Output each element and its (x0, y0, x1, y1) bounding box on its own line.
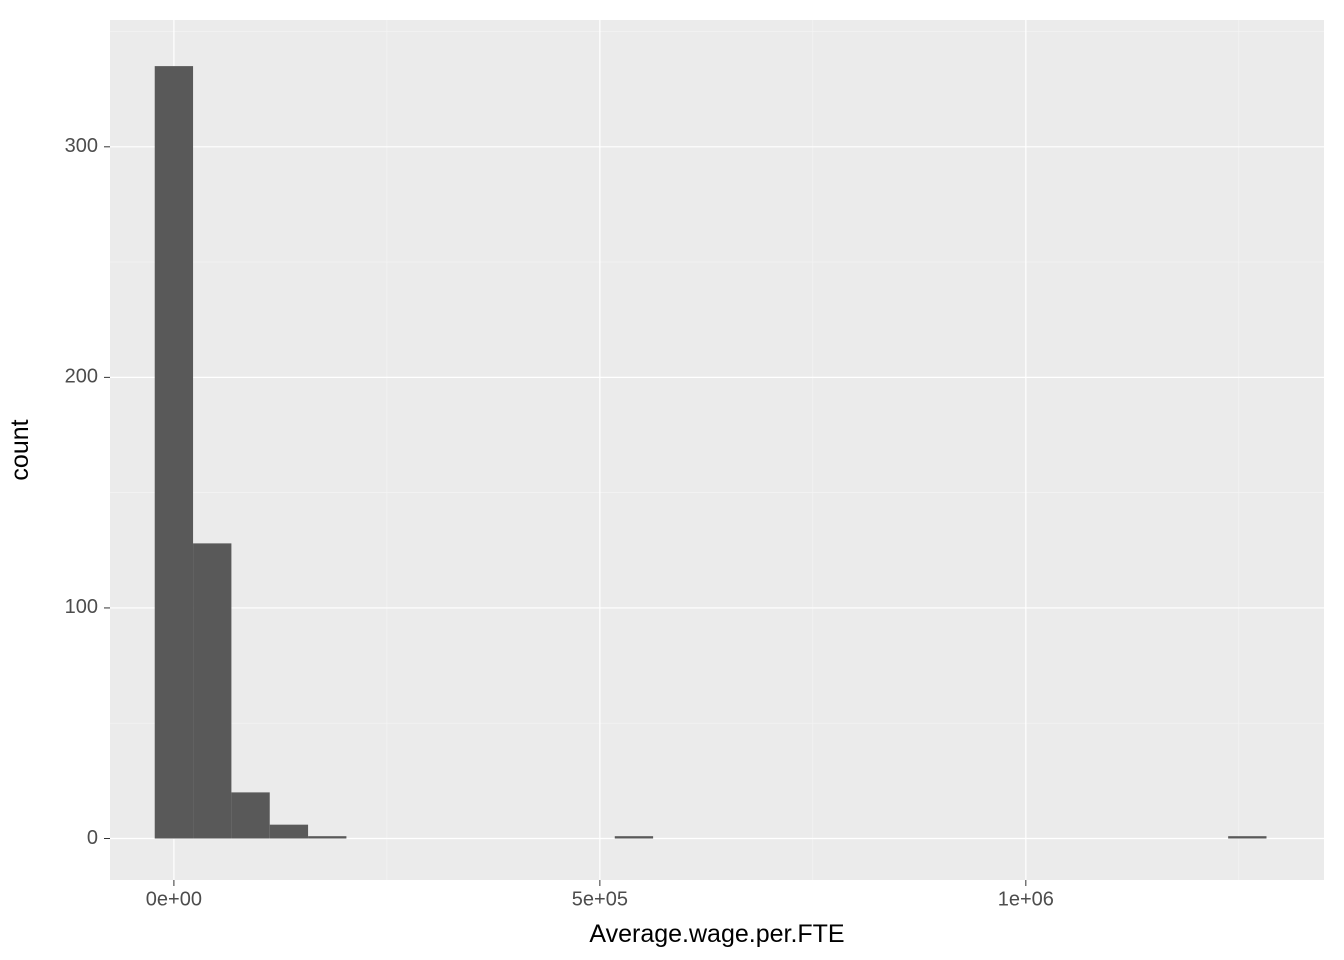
histogram-bar (1228, 836, 1266, 838)
y-tick-label: 100 (65, 596, 98, 618)
histogram-bar (155, 66, 193, 838)
histogram-bar (308, 836, 346, 838)
y-tick-label: 200 (65, 366, 98, 388)
y-tick-label: 300 (65, 135, 98, 157)
histogram-bar (193, 543, 231, 838)
x-axis-title: Average.wage.per.FTE (589, 920, 844, 948)
histogram-bar (231, 792, 269, 838)
histogram-chart: 0e+00 5e+05 1e+06 0 100 200 300 Average.wage.pe… (0, 0, 1344, 960)
histogram-bar (615, 836, 653, 838)
histogram-bar (270, 825, 308, 839)
y-tick-label: 0 (87, 827, 98, 849)
x-tick-label: 5e+05 (572, 889, 628, 911)
x-tick-label: 0e+00 (146, 889, 202, 911)
plot-panel (110, 20, 1324, 880)
x-tick-label: 1e+06 (998, 889, 1054, 911)
y-axis-title: count (6, 419, 34, 480)
chart-svg: 0e+00 5e+05 1e+06 0 100 200 300 Average.wage.pe… (0, 0, 1344, 960)
